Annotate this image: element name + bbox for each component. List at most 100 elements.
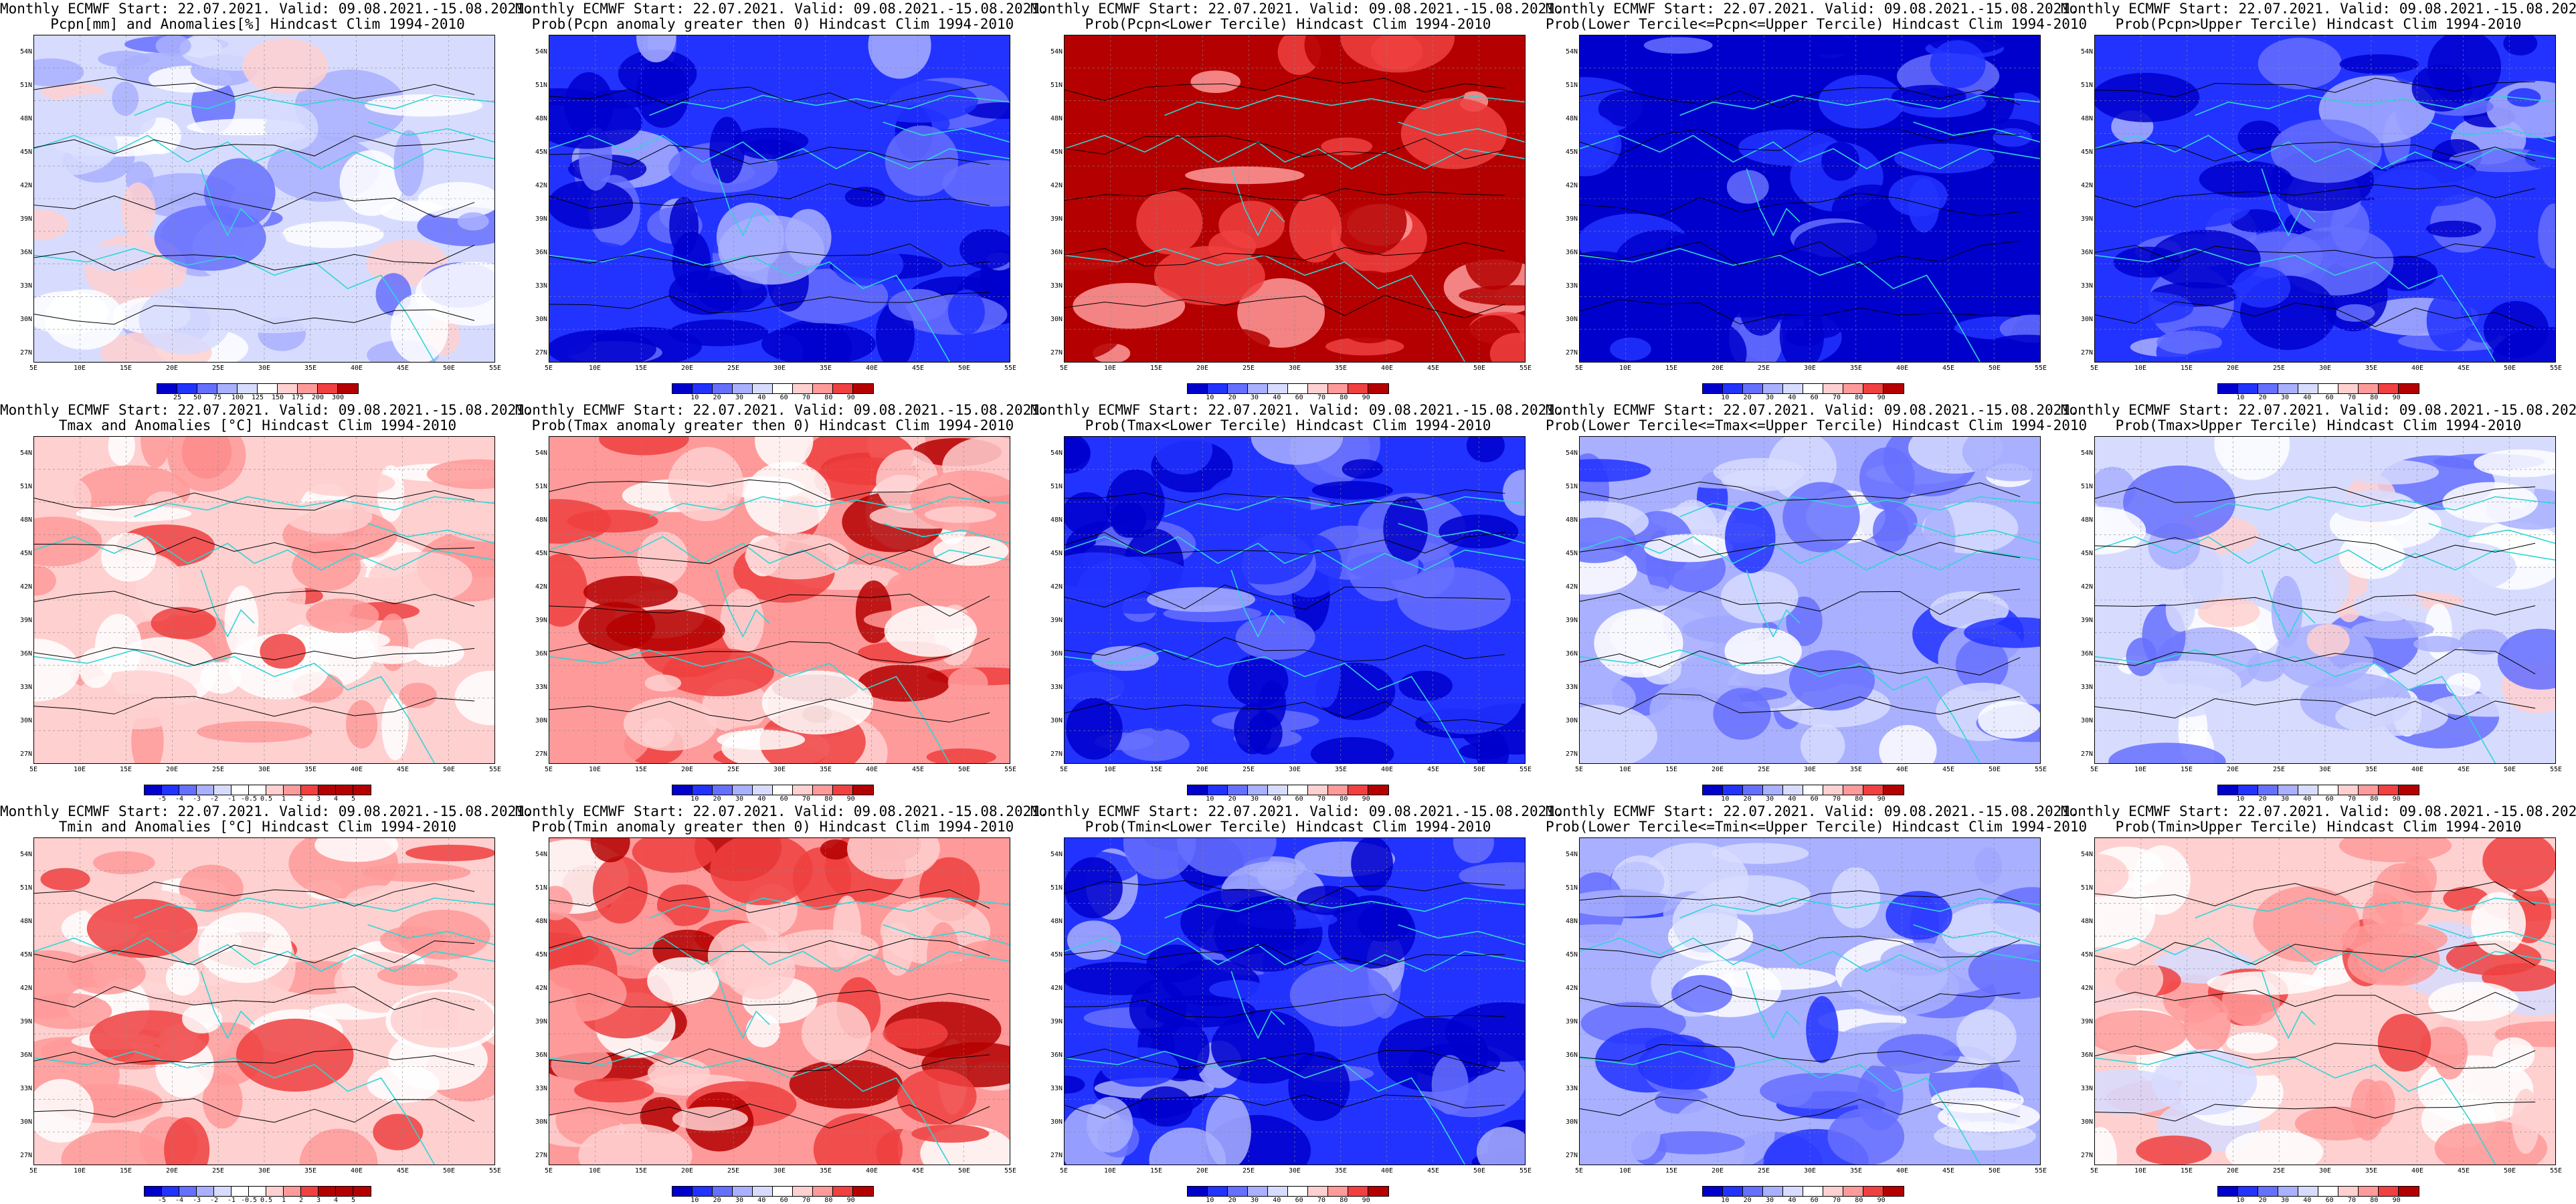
lat-label: 48N xyxy=(535,918,547,925)
lon-label: 35E xyxy=(1334,1167,1348,1175)
panel-title-line2: Pcpn[mm] and Anomalies[%] Hindcast Clim … xyxy=(50,16,465,32)
colorbar-segment xyxy=(1227,785,1249,795)
lon-label: 30E xyxy=(773,365,786,372)
coastline xyxy=(883,924,1010,946)
colorbar xyxy=(157,383,359,394)
lat-label: 33N xyxy=(2080,684,2093,691)
lat-label: 51N xyxy=(2080,884,2093,892)
field-blob xyxy=(2442,482,2539,523)
lat-label: 33N xyxy=(1565,684,1578,691)
field-blob xyxy=(2136,1135,2212,1165)
lon-label: 55E xyxy=(1519,766,1532,773)
field-blob xyxy=(240,510,283,542)
field-blob xyxy=(44,289,124,350)
contour-line xyxy=(549,1048,990,1072)
lon-label: 50E xyxy=(957,766,971,773)
field-blob xyxy=(578,602,656,651)
colorbar-segment xyxy=(2237,1186,2259,1197)
field-blob xyxy=(1383,496,1428,562)
colorbar-segment xyxy=(2217,785,2239,795)
coastline xyxy=(1746,971,1801,1039)
map-area xyxy=(549,35,1010,363)
field-blob xyxy=(911,1124,990,1143)
field-blob xyxy=(1476,1126,1525,1165)
map-area xyxy=(33,35,495,363)
lon-label: 15E xyxy=(119,766,132,773)
colorbar-label: 40 xyxy=(1788,795,1797,803)
colorbar-segment xyxy=(2338,785,2359,795)
colorbar-segment xyxy=(335,785,354,795)
lat-label: 45N xyxy=(1565,951,1578,959)
panel-title-line2: Prob(Lower Tercile<=Tmax<=Upper Tercile)… xyxy=(1546,417,2088,433)
field-blob xyxy=(2342,460,2440,485)
coastline xyxy=(1230,569,1285,638)
colorbar-label: 70 xyxy=(1317,394,1326,401)
coastline xyxy=(200,569,255,638)
panel-title-line1: Monthly ECMWF Start: 22.07.2021. Valid: … xyxy=(2061,803,2576,819)
lon-label: 5E xyxy=(1059,1167,1069,1175)
field-blob xyxy=(306,598,379,633)
contour-line xyxy=(2095,536,2536,559)
lon-label: 55E xyxy=(2034,1167,2047,1175)
map-field xyxy=(549,35,1010,362)
lat-label: 54N xyxy=(2080,48,2093,56)
field-blob xyxy=(130,266,165,289)
map-area xyxy=(2094,837,2556,1165)
lon-label: 15E xyxy=(2180,1167,2193,1175)
field-blob xyxy=(549,95,642,149)
field-blob xyxy=(399,682,437,708)
contour-line xyxy=(1065,880,1505,906)
field-blob xyxy=(1459,862,1525,890)
colorbar-label: 20 xyxy=(713,1197,721,1204)
colorbar-segment xyxy=(2298,383,2319,394)
lat-label: 30N xyxy=(2080,316,2093,323)
lon-label: 25E xyxy=(727,766,740,773)
lat-label: 33N xyxy=(1050,282,1063,290)
panel-title-line2: Tmin and Anomalies [°C] Hindcast Clim 19… xyxy=(58,819,457,835)
lat-label: 36N xyxy=(535,249,547,256)
contour-line xyxy=(2095,881,2536,906)
colorbar-label: 80 xyxy=(824,394,833,401)
field-blob xyxy=(1782,482,1860,553)
panel-title-line2: Prob(Tmin anomaly greater then 0) Hindca… xyxy=(531,819,1014,835)
lat-label: 45N xyxy=(2080,951,2093,959)
field-blob xyxy=(89,1010,209,1066)
lat-label: 36N xyxy=(1565,249,1578,256)
contour-line xyxy=(1065,584,1505,610)
colorbar-segment xyxy=(672,1186,693,1197)
colorbar-label: 70 xyxy=(1317,795,1326,803)
field-blob xyxy=(1173,327,1271,357)
field-blob xyxy=(92,851,155,874)
lat-label: 39N xyxy=(1565,617,1578,624)
contour-line xyxy=(34,647,475,666)
field-blob xyxy=(1161,645,1211,675)
colorbar-segment xyxy=(772,383,794,394)
field-blob xyxy=(1721,469,1797,492)
lat-label: 27N xyxy=(19,750,32,758)
lat-label: 30N xyxy=(535,717,547,724)
colorbar-segment xyxy=(1722,383,1744,394)
field-blob xyxy=(590,838,630,863)
field-blob xyxy=(1502,470,1525,516)
coastline xyxy=(34,536,494,571)
colorbar-label: 70 xyxy=(802,1197,811,1204)
colorbar-label: 80 xyxy=(1855,1197,1863,1204)
field-blob xyxy=(224,585,259,660)
field-blob xyxy=(2351,619,2434,639)
field-blob xyxy=(1666,318,1747,362)
lon-label: 35E xyxy=(2365,766,2378,773)
field-blob xyxy=(1371,35,1423,70)
map-panel-pcpn-prob-middle: Monthly ECMWF Start: 22.07.2021. Valid: … xyxy=(1546,0,2087,401)
lon-label: 20E xyxy=(165,1167,179,1175)
field-blob xyxy=(1701,296,1790,318)
colorbar-label: 10 xyxy=(2236,795,2245,803)
lat-label: 39N xyxy=(535,617,547,624)
field-blob xyxy=(745,1013,781,1047)
contour-line xyxy=(1065,993,1505,1018)
contour-line xyxy=(1065,135,1505,160)
lon-label: 50E xyxy=(957,1167,971,1175)
contour-line xyxy=(34,940,475,966)
panel-title-line2: Prob(Tmax<Lower Tercile) Hindcast Clim 1… xyxy=(1085,417,1491,433)
coastline xyxy=(2195,496,2555,518)
field-blob xyxy=(549,330,657,362)
